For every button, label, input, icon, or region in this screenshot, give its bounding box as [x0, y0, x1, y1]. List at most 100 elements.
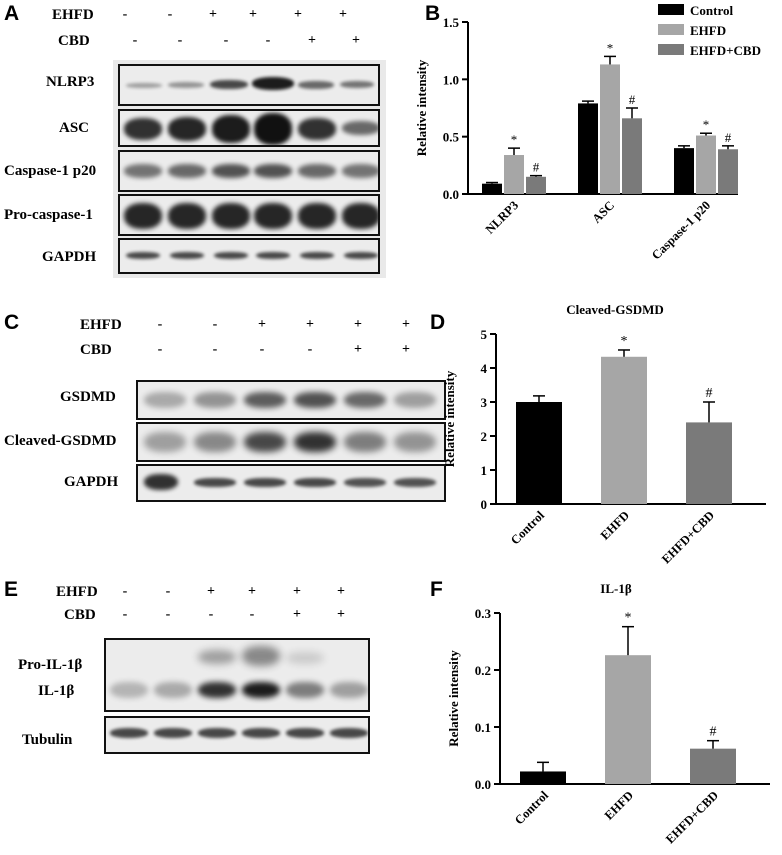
blot-band [254, 203, 292, 229]
blot-band [344, 432, 386, 452]
blot-band [294, 392, 336, 408]
treatment-sign: - [157, 317, 163, 332]
y-axis-label: Relative intensity [446, 650, 461, 747]
legend-swatch [658, 24, 684, 35]
blot-band [254, 113, 292, 145]
blot-label-tubulin: Tubulin [22, 732, 73, 748]
legend-label: EHFD+CBD [690, 43, 761, 58]
blot-label-pro-caspase1: Pro-caspase-1 [4, 207, 93, 223]
blot-strip-caspase1-p20 [118, 150, 380, 192]
significance-mark: # [725, 130, 732, 145]
panel-letter-a: A [4, 2, 20, 25]
treatment-label-cbd-c: CBD [80, 342, 112, 358]
blot-band [294, 478, 336, 487]
blot-band [110, 728, 148, 738]
bar [622, 118, 642, 194]
blot-label-nlrp3: NLRP3 [46, 74, 95, 90]
blot-band [124, 203, 162, 229]
blot-band [294, 432, 336, 452]
blot-band [298, 118, 336, 140]
blot-strip-pro-caspase1 [118, 194, 380, 236]
blot-band [298, 164, 336, 178]
blot-band [144, 392, 186, 408]
treatment-sign: + [258, 317, 266, 332]
treatment-sign: + [354, 317, 362, 332]
x-tick-label: EHFD+CBD [663, 788, 721, 846]
blot-band [394, 392, 436, 408]
y-tick-label: 0.5 [443, 130, 460, 145]
treatment-sign: + [337, 607, 345, 622]
treatment-sign: + [352, 33, 360, 48]
y-tick-label: 0.1 [475, 720, 491, 735]
significance-mark: * [511, 132, 518, 147]
legend-label: EHFD [690, 23, 726, 38]
x-tick-label: Control [512, 788, 552, 828]
y-tick-label: 3 [481, 395, 488, 410]
treatment-sign: - [157, 342, 163, 357]
blot-band [144, 474, 178, 490]
significance-mark: * [621, 334, 628, 349]
treatment-label-ehfd: EHFD [52, 7, 94, 23]
blot-band [244, 392, 286, 408]
blot-band [198, 650, 236, 664]
blot-label-caspase1-p20: Caspase-1 p20 [4, 163, 97, 179]
blot-band [342, 164, 378, 178]
treatment-sign: - [122, 584, 128, 599]
blot-band [394, 432, 436, 452]
bar [578, 103, 598, 194]
y-tick-label: 0.3 [475, 606, 492, 621]
treatment-sign: - [259, 342, 265, 357]
blot-band [126, 83, 162, 88]
blot-band [286, 652, 324, 664]
blot-band [252, 77, 294, 90]
treatment-sign: + [339, 7, 347, 22]
treatment-sign: - [167, 7, 173, 22]
panel-letter-f: F [430, 578, 443, 601]
bar-chart-f: IL-1β 0.0 0.1 0.2 0.3 Relative intensity Contr… [446, 581, 770, 846]
blot-band [342, 121, 378, 135]
blot-strip-asc [118, 109, 380, 147]
significance-mark: # [710, 725, 717, 740]
treatment-sign: + [402, 342, 410, 357]
blot-label-il1b: IL-1β [38, 683, 75, 699]
treatment-sign: + [354, 342, 362, 357]
treatment-sign: + [306, 317, 314, 332]
blot-strip-gsdmd [136, 380, 446, 420]
treatment-sign: + [402, 317, 410, 332]
blot-band [198, 682, 236, 698]
significance-mark: * [703, 117, 710, 132]
bar [516, 402, 562, 504]
blot-label-gsdmd: GSDMD [60, 389, 116, 405]
y-tick-label: 1 [481, 463, 488, 478]
treatment-sign: - [265, 33, 271, 48]
blot-band [286, 682, 324, 698]
blot-band [394, 478, 436, 487]
significance-mark: # [629, 92, 636, 107]
blot-band [212, 203, 250, 229]
treatment-sign: + [249, 7, 257, 22]
significance-mark: # [706, 386, 713, 401]
bar [686, 422, 732, 504]
bar [600, 64, 620, 194]
blot-band [330, 682, 368, 698]
treatment-sign: - [165, 584, 171, 599]
bar [674, 148, 694, 194]
x-tick-label: NLRP3 [483, 198, 521, 236]
legend-swatch [658, 4, 684, 15]
blot-band [212, 115, 250, 143]
treatment-sign: - [122, 7, 128, 22]
treatment-sign: - [307, 342, 313, 357]
bar [504, 155, 524, 194]
y-tick-label: 2 [481, 429, 488, 444]
y-axis-label: Relative intensity [414, 59, 429, 156]
x-tick-label: EHFD+CBD [659, 508, 717, 566]
blot-band [124, 118, 162, 140]
blot-label-pro-il1b: Pro-IL-1β [18, 657, 83, 673]
treatment-sign: - [249, 607, 255, 622]
blot-band [168, 164, 206, 178]
blot-band [194, 478, 236, 487]
blot-strip-cleaved-gsdmd [136, 422, 446, 462]
blot-band [254, 164, 292, 178]
chart-title: IL-1β [600, 581, 632, 596]
x-tick-label: Caspase-1 p20 [649, 198, 713, 262]
